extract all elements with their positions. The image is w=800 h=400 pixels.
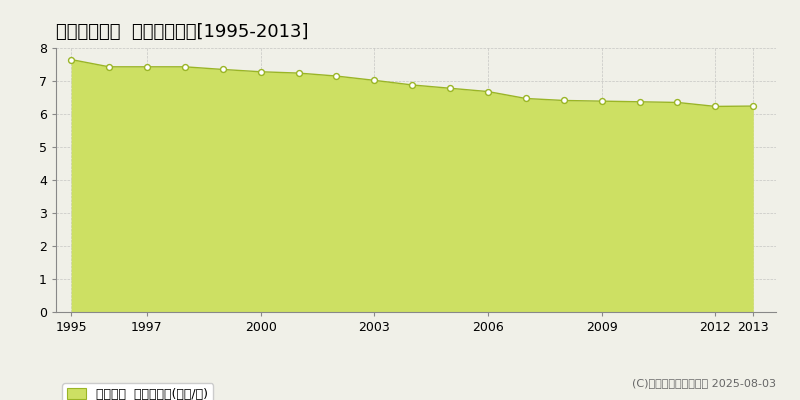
Point (671, 99, 684, 106)
Point (558, 97, 570, 104)
Point (65, 56, 78, 63)
Point (141, 64, 154, 70)
Point (254, 68, 267, 75)
Point (595, 98, 608, 104)
Point (709, 103, 722, 110)
Legend: 公示地価  平均坪単価(万円/坪): 公示地価 平均坪単価(万円/坪) (62, 383, 213, 400)
Point (482, 88, 494, 95)
Point (406, 82, 418, 88)
Point (633, 98, 646, 105)
Point (444, 85, 457, 92)
Text: 富良野市錦町  公示地価推移[1995-2013]: 富良野市錦町 公示地価推移[1995-2013] (56, 23, 309, 41)
Point (102, 64, 115, 70)
Point (519, 95, 532, 102)
Point (747, 103, 760, 109)
Text: (C)土地価格ドットコム 2025-08-03: (C)土地価格ドットコム 2025-08-03 (632, 378, 776, 388)
Point (368, 77, 381, 84)
Point (178, 64, 191, 70)
Point (292, 70, 305, 76)
Point (330, 73, 343, 79)
Point (216, 66, 229, 73)
